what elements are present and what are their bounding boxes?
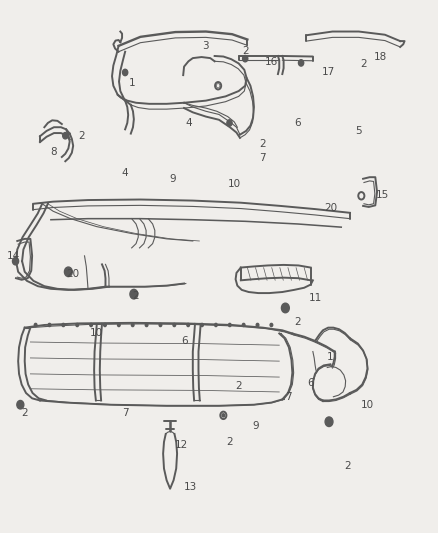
Text: 2: 2 bbox=[21, 408, 28, 418]
Text: 4: 4 bbox=[185, 118, 192, 128]
Text: 10: 10 bbox=[361, 400, 374, 410]
Text: 2: 2 bbox=[345, 461, 351, 471]
Circle shape bbox=[215, 324, 217, 327]
Circle shape bbox=[12, 257, 18, 265]
Circle shape bbox=[131, 324, 134, 327]
Circle shape bbox=[145, 324, 148, 327]
Text: 2: 2 bbox=[294, 317, 301, 327]
Circle shape bbox=[187, 324, 190, 327]
Text: 9: 9 bbox=[253, 421, 259, 431]
Text: 2: 2 bbox=[226, 437, 233, 447]
Circle shape bbox=[270, 324, 273, 327]
Circle shape bbox=[34, 324, 37, 327]
Text: 6: 6 bbox=[181, 336, 187, 346]
Text: 13: 13 bbox=[184, 482, 197, 492]
Text: 3: 3 bbox=[203, 41, 209, 51]
Circle shape bbox=[48, 324, 51, 327]
Text: 2: 2 bbox=[360, 60, 367, 69]
Text: 20: 20 bbox=[66, 270, 79, 279]
Circle shape bbox=[90, 324, 92, 327]
Text: 10: 10 bbox=[90, 328, 103, 338]
Text: 20: 20 bbox=[324, 203, 337, 213]
Circle shape bbox=[64, 267, 72, 277]
Text: 8: 8 bbox=[50, 147, 57, 157]
Text: 4: 4 bbox=[122, 168, 128, 179]
Text: 12: 12 bbox=[175, 440, 188, 450]
Circle shape bbox=[173, 324, 176, 327]
Text: 2: 2 bbox=[133, 290, 139, 301]
Text: 18: 18 bbox=[374, 52, 387, 61]
Circle shape bbox=[243, 55, 248, 62]
Text: 14: 14 bbox=[7, 251, 21, 261]
Text: 7: 7 bbox=[259, 152, 266, 163]
Circle shape bbox=[63, 133, 68, 139]
Circle shape bbox=[117, 324, 120, 327]
Text: 15: 15 bbox=[376, 190, 389, 200]
Circle shape bbox=[222, 414, 225, 417]
Text: 9: 9 bbox=[170, 174, 177, 184]
Text: 5: 5 bbox=[355, 126, 362, 136]
Circle shape bbox=[201, 324, 203, 327]
Text: 7: 7 bbox=[286, 392, 292, 402]
Circle shape bbox=[159, 324, 162, 327]
Text: 1: 1 bbox=[327, 352, 334, 362]
Text: 2: 2 bbox=[78, 131, 85, 141]
Text: 6: 6 bbox=[307, 378, 314, 389]
Circle shape bbox=[104, 324, 106, 327]
Circle shape bbox=[76, 324, 78, 327]
Text: 16: 16 bbox=[265, 57, 278, 67]
Circle shape bbox=[17, 400, 24, 409]
Text: 7: 7 bbox=[122, 408, 128, 418]
Circle shape bbox=[325, 417, 333, 426]
Text: 2: 2 bbox=[235, 381, 242, 391]
Text: 6: 6 bbox=[294, 118, 301, 128]
Circle shape bbox=[227, 120, 232, 126]
Text: 17: 17 bbox=[321, 68, 335, 77]
Text: 2: 2 bbox=[242, 46, 248, 56]
Circle shape bbox=[62, 324, 65, 327]
Text: 10: 10 bbox=[228, 179, 241, 189]
Circle shape bbox=[256, 324, 259, 327]
Circle shape bbox=[242, 324, 245, 327]
Circle shape bbox=[229, 324, 231, 327]
Text: 2: 2 bbox=[259, 139, 266, 149]
Text: 11: 11 bbox=[308, 293, 321, 303]
Text: 1: 1 bbox=[128, 78, 135, 88]
Circle shape bbox=[123, 69, 128, 76]
Circle shape bbox=[130, 289, 138, 299]
Circle shape bbox=[282, 303, 289, 313]
Circle shape bbox=[298, 60, 304, 66]
